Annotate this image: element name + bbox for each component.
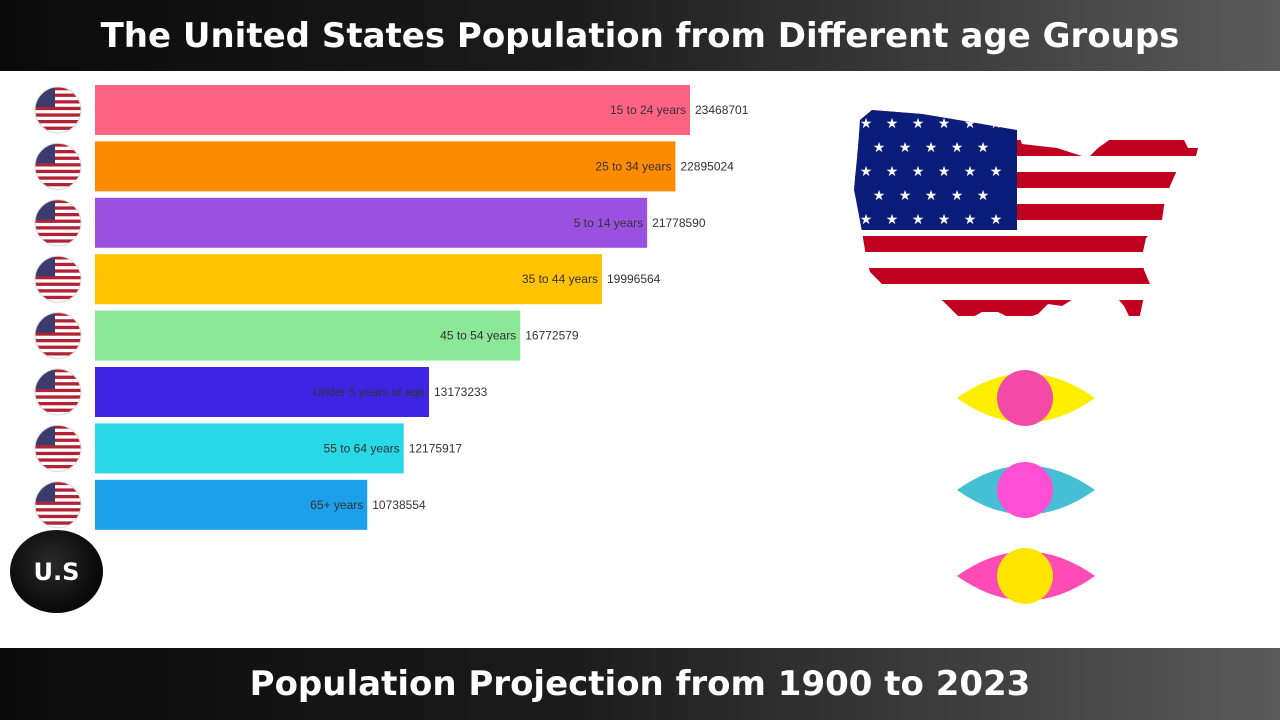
svg-text:★: ★ [977,188,990,204]
flag-canton [854,110,1017,230]
svg-text:★: ★ [899,188,912,204]
svg-text:★: ★ [860,116,873,132]
eye-inner [997,462,1053,518]
bar [95,197,648,248]
bar [95,141,676,192]
bar-value: 16772579 [525,329,579,343]
bar-label: Under 5 years of age [313,385,425,399]
bar-value: 22895024 [680,159,734,173]
svg-text:★: ★ [860,164,873,180]
svg-text:★: ★ [964,116,977,132]
bar-label: 25 to 34 years [595,159,671,173]
svg-text:★: ★ [977,140,990,156]
bar-value: 23468701 [695,103,749,117]
svg-text:★: ★ [912,116,925,132]
bar-label: 15 to 24 years [610,103,686,117]
svg-text:★: ★ [899,140,912,156]
us-flag-icon [34,255,82,303]
eye-inner [997,370,1053,426]
svg-text:★: ★ [860,212,873,228]
bar [95,479,368,530]
bar-value: 21778590 [652,216,706,230]
bar-value: 13173233 [434,385,488,399]
svg-text:★: ★ [886,116,899,132]
svg-text:★: ★ [938,212,951,228]
svg-text:★: ★ [912,212,925,228]
svg-text:★: ★ [951,140,964,156]
svg-text:★: ★ [990,116,1003,132]
svg-text:★: ★ [873,140,886,156]
svg-text:★: ★ [912,164,925,180]
bar [95,310,521,361]
us-flag-icon [34,142,82,190]
page-subtitle: Population Projection from 1900 to 2023 [0,648,1280,720]
bar-label: 35 to 44 years [522,272,598,286]
bar-label: 5 to 14 years [574,216,643,230]
us-flag-icon [34,368,82,416]
us-flag-map-icon: ★ ★ ★ ★ ★ ★ ★ ★ ★ ★ ★ ★ ★ ★ ★ ★ ★ ★ ★ ★ ★ ★ ★ ★ ★ ★ ★ ★ [854,110,1198,322]
bar [95,423,404,474]
svg-text:★: ★ [964,212,977,228]
us-flag-icon [34,312,82,360]
flag-stars: ★ ★ ★ ★ ★ ★ ★ ★ ★ ★ ★ ★ ★ ★ ★ ★ ★ ★ ★ ★ ★ ★ ★ ★ ★ ★ ★ ★ [860,116,1003,228]
country-badge: U.S [10,530,103,613]
svg-text:★: ★ [925,188,938,204]
bar [95,367,429,417]
eye-inner [997,548,1053,604]
us-flag-icon [34,481,82,529]
eye-icon-pink [957,548,1095,604]
bar-value: 10738554 [372,498,426,512]
svg-text:★: ★ [938,116,951,132]
svg-text:★: ★ [886,164,899,180]
eye-icon-cyan [957,462,1095,518]
bar-label: 65+ years [310,498,363,512]
bar-value: 19996564 [607,272,661,286]
bar-chart: 15 to 24 years 23468701 25 to 34 years 2289… [34,85,749,530]
svg-text:★: ★ [990,164,1003,180]
svg-text:★: ★ [938,164,951,180]
bar [95,254,602,305]
svg-text:★: ★ [873,188,886,204]
us-flag-icon [34,199,82,247]
bar-label: 45 to 54 years [440,329,516,343]
us-flag-icon [34,424,82,472]
svg-text:★: ★ [886,212,899,228]
svg-text:★: ★ [964,164,977,180]
svg-text:★: ★ [990,212,1003,228]
svg-text:★: ★ [951,188,964,204]
page-title: The United States Population from Differ… [0,0,1280,71]
us-flag-icon [34,86,82,134]
bar [95,85,690,135]
eye-icon-yellow [957,370,1095,426]
svg-text:★: ★ [925,140,938,156]
bar-value: 12175917 [409,441,463,455]
bar-label: 55 to 64 years [324,441,400,455]
